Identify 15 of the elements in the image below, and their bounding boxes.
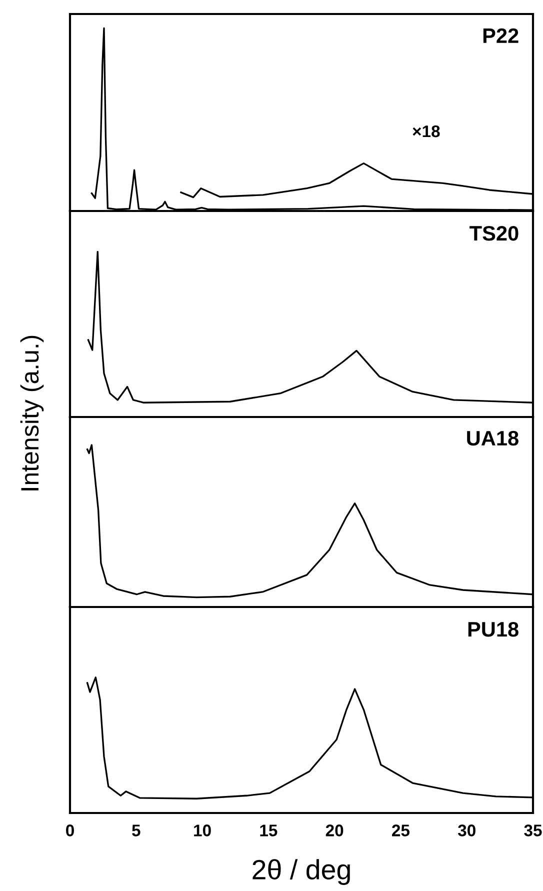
chart-title: TS20: [470, 226, 518, 241]
x-tick-label: 10: [194, 824, 211, 836]
chart-title: PU18: [468, 622, 518, 637]
x-tick-label: 0: [66, 824, 74, 836]
chart-title: UA18: [467, 430, 518, 446]
x-tick-label: 15: [260, 824, 278, 836]
x-tick-label: 25: [392, 824, 410, 836]
x-tick-label: 5: [132, 824, 140, 836]
x-tick-label: 35: [524, 824, 542, 836]
x-axis-title: 2θ / deg: [252, 859, 350, 885]
x-tick-label: 20: [326, 824, 344, 836]
x-tick-label: 30: [458, 824, 476, 836]
chart-title: P22: [483, 28, 518, 43]
text: ×18: [412, 125, 440, 138]
y-axis-title: Intensity (a.u.): [20, 336, 44, 490]
